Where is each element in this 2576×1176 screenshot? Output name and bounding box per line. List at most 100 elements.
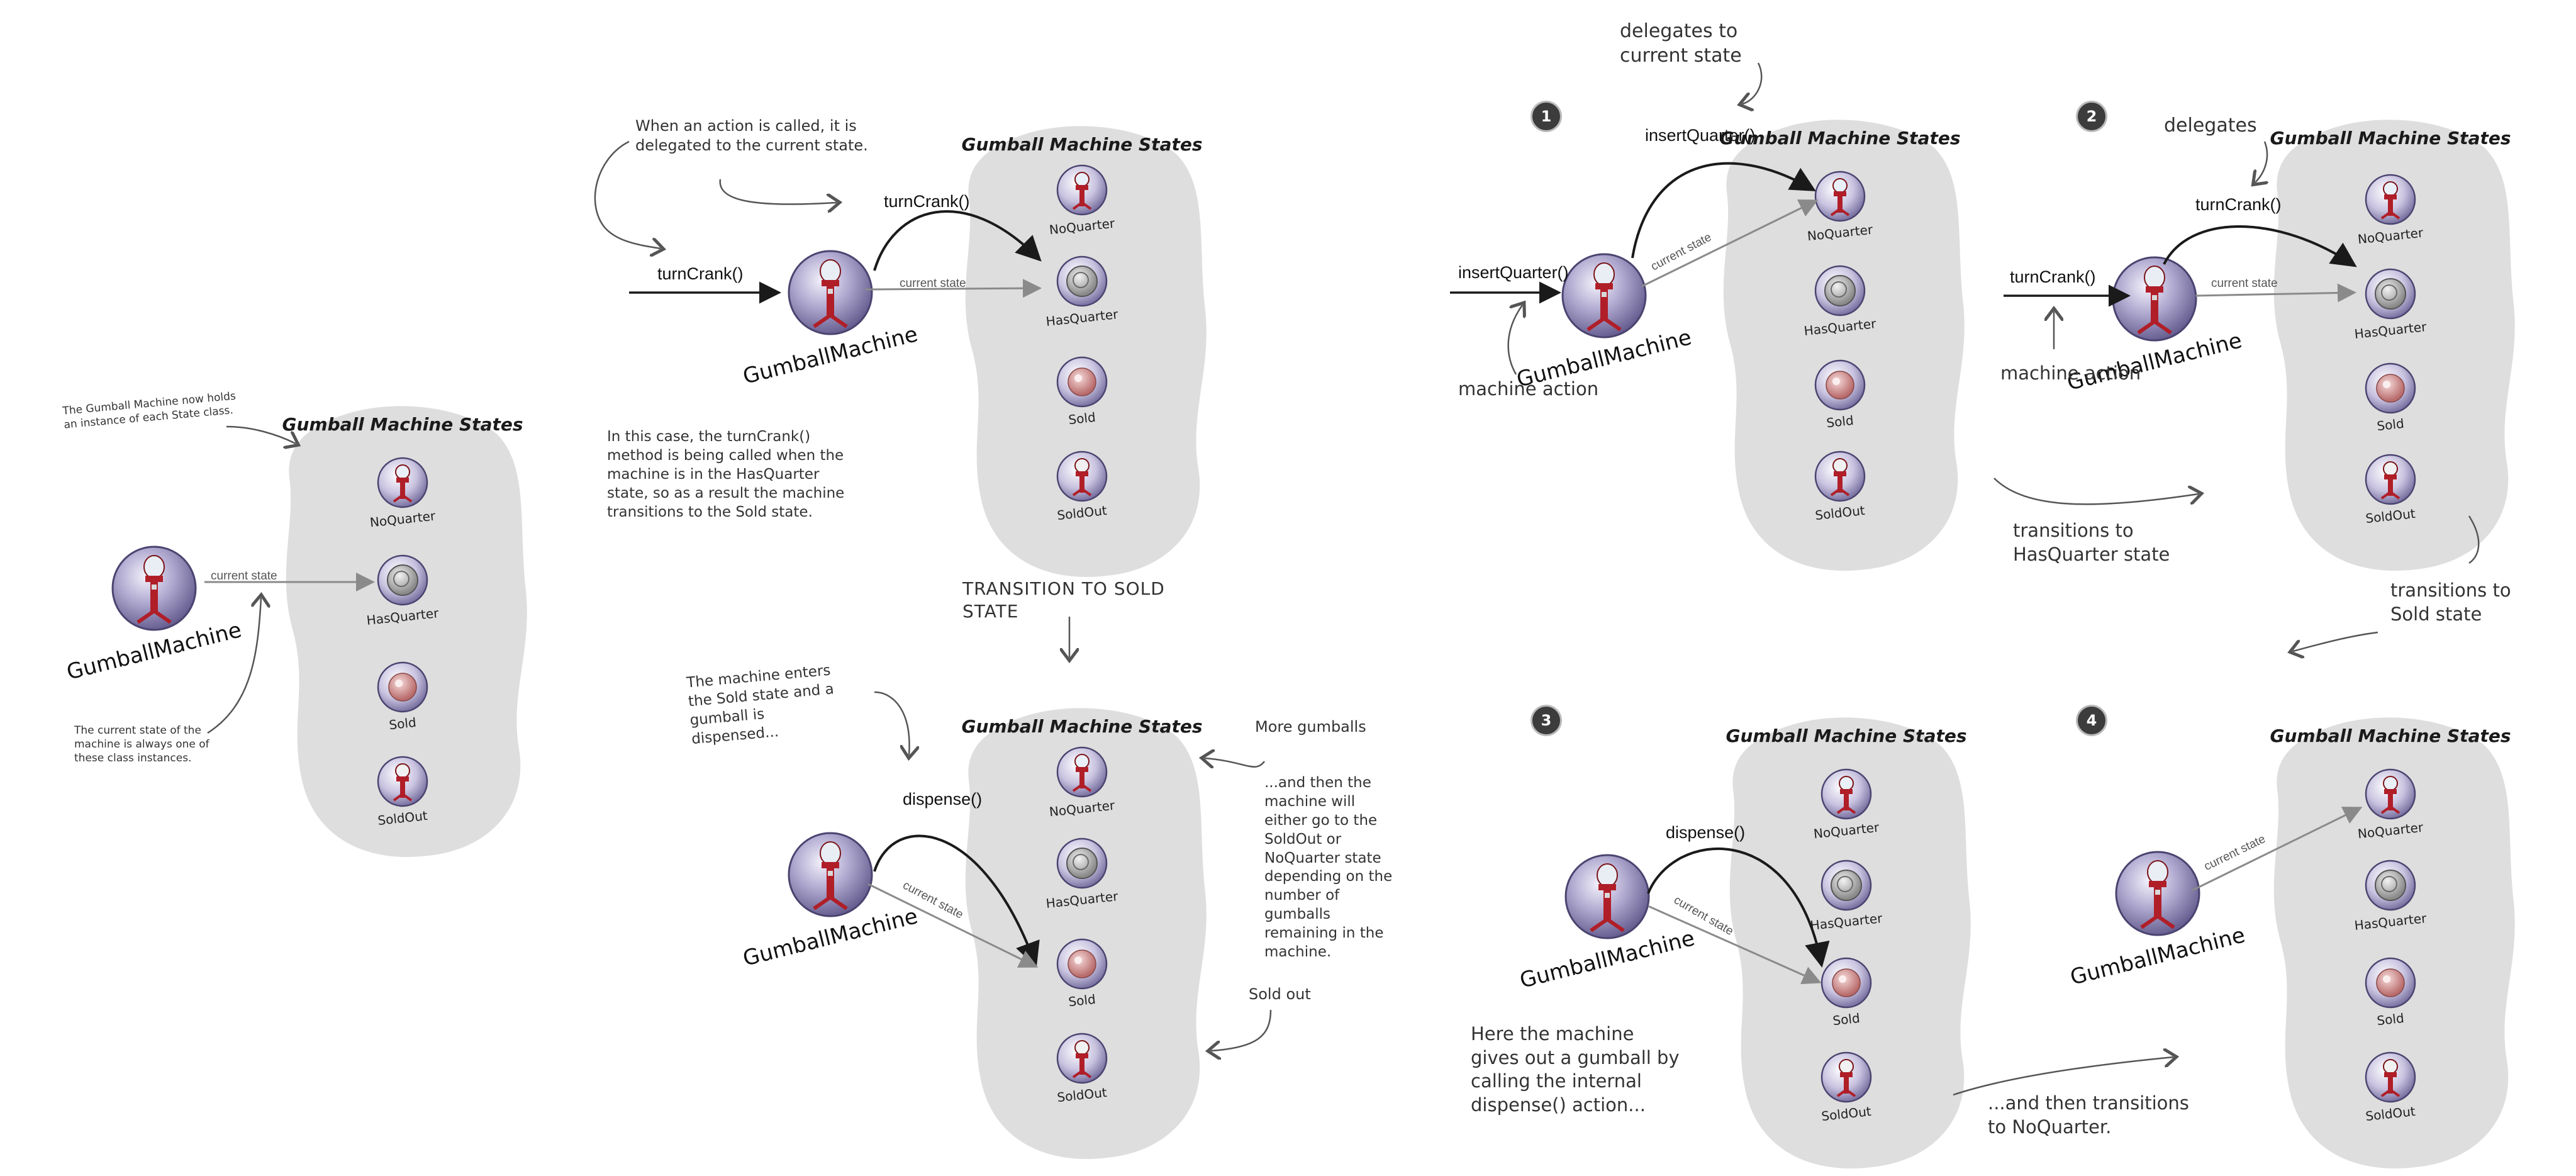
gumball-icon: [1056, 356, 1108, 408]
state-noquarter: NoQuarter: [1796, 170, 1884, 244]
empty-machine-icon: [376, 755, 429, 808]
quarter-coin-icon: [2364, 267, 2417, 320]
state-soldout: SoldOut: [359, 755, 447, 828]
gumball-machine: GumballMachine: [730, 249, 931, 412]
note-gives-out: Here the machine gives out a gumball by …: [1471, 1023, 1680, 1116]
note-machine-action: machine action: [1458, 378, 1599, 400]
state-hasquarter: HasQuarter: [359, 554, 447, 628]
method-insertquarter: insertQuarter(): [1645, 126, 1756, 145]
gumball-machine-icon: [1563, 853, 1651, 941]
state-soldout: SoldOut: [2346, 1051, 2434, 1124]
states-title: Gumball Machine States: [961, 716, 1203, 737]
note-delegates: delegates: [2164, 115, 2257, 137]
gumball-machine-small-icon: [1056, 164, 1108, 216]
note-enters-sold: The machine enters the Sold state and a …: [686, 662, 835, 748]
gumball-machine-small-icon: [376, 456, 429, 509]
states-cluster: Gumball Machine States NoQuarter HasQuar…: [270, 396, 535, 862]
states-cluster: Gumball Machine States NoQuarter HasQuar…: [2258, 708, 2523, 1173]
state-hasquarter: HasQuarter: [1038, 837, 1126, 911]
method-dispense: dispense(): [1666, 823, 1746, 842]
gumball-machine-icon: [2114, 849, 2202, 938]
quarter-coin-icon: [1056, 837, 1108, 890]
method-insertquarter: insertQuarter(): [1458, 263, 1569, 282]
state-soldout: SoldOut: [1038, 450, 1126, 523]
note-transitions-sold: transitions to Sold state: [2390, 580, 2511, 625]
state-soldout: SoldOut: [2346, 453, 2434, 526]
note-transitions-hasquarter: transitions to HasQuarter state: [2013, 520, 2170, 565]
state-sold: Sold: [2346, 362, 2434, 434]
step-badge: 1: [1531, 101, 1562, 132]
quarter-coin-icon: [1056, 255, 1108, 308]
empty-machine-icon: [1820, 1051, 1873, 1104]
state-noquarter: NoQuarter: [359, 456, 447, 530]
state-hasquarter: HasQuarter: [2346, 267, 2434, 342]
method-turncrank: turnCrank(): [2195, 195, 2282, 214]
note-in-this-case: In this case, the turnCrank() method is …: [607, 428, 845, 520]
note-machine-action: machine action: [2000, 362, 2141, 384]
gumball-icon: [376, 661, 429, 714]
empty-machine-icon: [2364, 453, 2417, 506]
empty-machine-icon: [1814, 450, 1866, 503]
state-noquarter: NoQuarter: [1038, 164, 1126, 237]
gumball-machine-icon: [786, 831, 874, 919]
note-more-gumballs: More gumballs: [1255, 718, 1366, 736]
state-sold: Sold: [2346, 956, 2434, 1028]
state-soldout: SoldOut: [1802, 1051, 1890, 1124]
current-state-label: current state: [2211, 277, 2278, 290]
states-cluster: Gumball Machine States NoQuarter HasQuar…: [1708, 110, 1972, 576]
empty-machine-icon: [1056, 1032, 1108, 1085]
empty-machine-icon: [2364, 1051, 2417, 1104]
states-cluster: Gumball Machine States NoQuarter HasQuar…: [950, 116, 1214, 582]
quarter-coin-icon: [2364, 859, 2417, 912]
step-badge: 2: [2076, 101, 2107, 132]
gumball-icon: [1056, 938, 1108, 990]
quarter-coin-icon: [376, 554, 429, 607]
states-title: Gumball Machine States: [2270, 725, 2511, 746]
states-cluster: Gumball Machine States NoQuarter HasQuar…: [1714, 708, 1978, 1173]
note-transition-sold: TRANSITION TO SOLD STATE: [962, 578, 1165, 622]
gumball-machine-icon: [110, 544, 198, 632]
state-sold: Sold: [1038, 356, 1126, 427]
gumball-machine: GumballMachine: [53, 544, 255, 708]
gumball-icon: [2364, 362, 2417, 415]
current-state-label: current state: [211, 569, 277, 583]
state-sold: Sold: [1038, 938, 1126, 1009]
state-noquarter: NoQuarter: [1802, 768, 1890, 841]
gumball-icon: [1820, 956, 1873, 1009]
method-turncrank: turnCrank(): [884, 192, 970, 211]
method-turncrank: turnCrank(): [2010, 267, 2096, 286]
gumball-machine: GumballMachine: [1507, 853, 1708, 1016]
note-sold-out: Sold out: [1249, 985, 1311, 1003]
state-noquarter: NoQuarter: [2346, 768, 2434, 841]
state-hasquarter: HasQuarter: [1038, 255, 1126, 329]
note-holds-instance: The Gumball Machine now holds an instanc…: [62, 389, 237, 432]
gumball-machine-icon: [786, 249, 874, 337]
gumball-machine-small-icon: [1056, 746, 1108, 798]
gumball-machine-small-icon: [2364, 768, 2417, 820]
method-turncrank: turnCrank(): [657, 264, 744, 283]
states-title: Gumball Machine States: [282, 414, 523, 435]
method-dispense: dispense(): [903, 790, 983, 809]
gumball-machine-small-icon: [1820, 768, 1873, 820]
state-soldout: SoldOut: [1038, 1032, 1126, 1105]
current-state-label: current state: [900, 277, 966, 290]
state-hasquarter: HasQuarter: [2346, 859, 2434, 933]
empty-machine-icon: [1056, 450, 1108, 503]
states-title: Gumball Machine States: [1719, 128, 1961, 148]
state-hasquarter: HasQuarter: [1796, 264, 1884, 339]
step-badge: 4: [2076, 705, 2107, 736]
gumball-icon: [1814, 359, 1866, 412]
state-noquarter: NoQuarter: [2346, 173, 2434, 247]
gumball-machine: GumballMachine: [730, 831, 931, 994]
gumball-machine-icon: [1560, 252, 1648, 340]
state-sold: Sold: [1802, 956, 1890, 1028]
states-cluster: Gumball Machine States NoQuarter HasQuar…: [950, 698, 1214, 1164]
note-then-either: ...and then the machine will either go t…: [1264, 775, 1393, 961]
states-title: Gumball Machine States: [1726, 725, 1967, 746]
state-sold: Sold: [359, 661, 447, 732]
state-noquarter: NoQuarter: [1038, 746, 1126, 819]
note-current-state: The current state of the machine is alwa…: [74, 724, 209, 765]
step-badge: 3: [1531, 705, 1562, 736]
state-soldout: SoldOut: [1796, 450, 1884, 523]
